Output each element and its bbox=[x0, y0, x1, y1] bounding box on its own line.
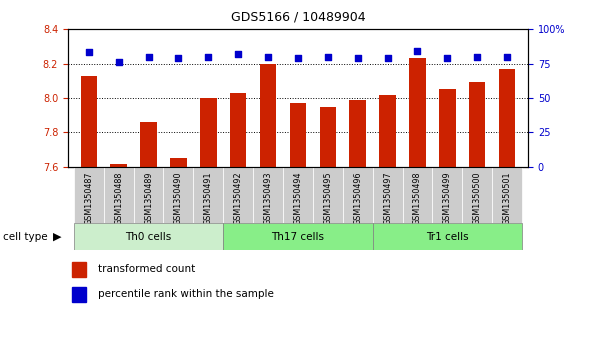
Point bbox=[323, 54, 333, 60]
Point bbox=[413, 48, 422, 54]
Bar bbox=[140, 122, 157, 167]
Text: GSM1350496: GSM1350496 bbox=[353, 171, 362, 225]
Text: GSM1350492: GSM1350492 bbox=[234, 171, 242, 225]
Point bbox=[442, 55, 452, 61]
Text: GSM1350494: GSM1350494 bbox=[293, 171, 303, 225]
Bar bbox=[343, 167, 373, 223]
Bar bbox=[402, 167, 432, 223]
Bar bbox=[349, 100, 366, 167]
Point bbox=[383, 55, 392, 61]
Bar bbox=[313, 167, 343, 223]
Bar bbox=[499, 69, 515, 167]
Bar bbox=[223, 223, 373, 250]
Bar bbox=[194, 167, 223, 223]
Bar bbox=[253, 167, 283, 223]
Text: GSM1350495: GSM1350495 bbox=[323, 171, 332, 225]
Bar bbox=[110, 163, 127, 167]
Text: GSM1350497: GSM1350497 bbox=[383, 171, 392, 225]
Point bbox=[173, 55, 183, 61]
Point bbox=[353, 55, 362, 61]
Bar bbox=[439, 89, 455, 167]
Bar bbox=[283, 167, 313, 223]
Bar bbox=[492, 167, 522, 223]
Bar bbox=[409, 58, 426, 167]
Bar bbox=[469, 82, 486, 167]
Point bbox=[263, 54, 273, 60]
Text: GSM1350498: GSM1350498 bbox=[413, 171, 422, 225]
Bar bbox=[74, 223, 223, 250]
Text: GSM1350499: GSM1350499 bbox=[443, 171, 452, 225]
Point bbox=[84, 50, 93, 56]
Text: GSM1350501: GSM1350501 bbox=[503, 171, 512, 225]
Text: cell type: cell type bbox=[3, 232, 48, 242]
Text: percentile rank within the sample: percentile rank within the sample bbox=[98, 289, 274, 299]
Bar bbox=[373, 223, 522, 250]
Text: ▶: ▶ bbox=[54, 232, 62, 242]
Text: Th0 cells: Th0 cells bbox=[126, 232, 172, 242]
Bar bbox=[463, 167, 492, 223]
Text: GSM1350487: GSM1350487 bbox=[84, 171, 93, 225]
Bar bbox=[200, 98, 217, 167]
Point bbox=[144, 54, 153, 60]
Bar bbox=[260, 64, 276, 167]
Point bbox=[293, 55, 303, 61]
Text: GSM1350500: GSM1350500 bbox=[473, 171, 482, 225]
Bar bbox=[133, 167, 163, 223]
Bar bbox=[163, 167, 194, 223]
Point bbox=[473, 54, 482, 60]
Point bbox=[503, 54, 512, 60]
Text: GSM1350493: GSM1350493 bbox=[264, 171, 273, 225]
Bar bbox=[73, 262, 86, 277]
Bar bbox=[74, 167, 104, 223]
Point bbox=[234, 51, 243, 57]
Text: GSM1350488: GSM1350488 bbox=[114, 171, 123, 225]
Bar bbox=[230, 93, 247, 167]
Text: GSM1350489: GSM1350489 bbox=[144, 171, 153, 225]
Text: GSM1350491: GSM1350491 bbox=[204, 171, 213, 225]
Bar bbox=[223, 167, 253, 223]
Bar bbox=[73, 287, 86, 302]
Text: Tr1 cells: Tr1 cells bbox=[426, 232, 468, 242]
Text: Th17 cells: Th17 cells bbox=[271, 232, 325, 242]
Bar bbox=[373, 167, 402, 223]
Text: transformed count: transformed count bbox=[98, 264, 195, 274]
Bar bbox=[432, 167, 463, 223]
Bar bbox=[320, 107, 336, 167]
Bar bbox=[81, 76, 97, 167]
Bar bbox=[170, 158, 186, 167]
Text: GSM1350490: GSM1350490 bbox=[174, 171, 183, 225]
Text: GDS5166 / 10489904: GDS5166 / 10489904 bbox=[231, 11, 365, 24]
Bar bbox=[290, 103, 306, 167]
Bar bbox=[104, 167, 133, 223]
Point bbox=[204, 54, 213, 60]
Bar bbox=[379, 95, 396, 167]
Point bbox=[114, 59, 123, 65]
